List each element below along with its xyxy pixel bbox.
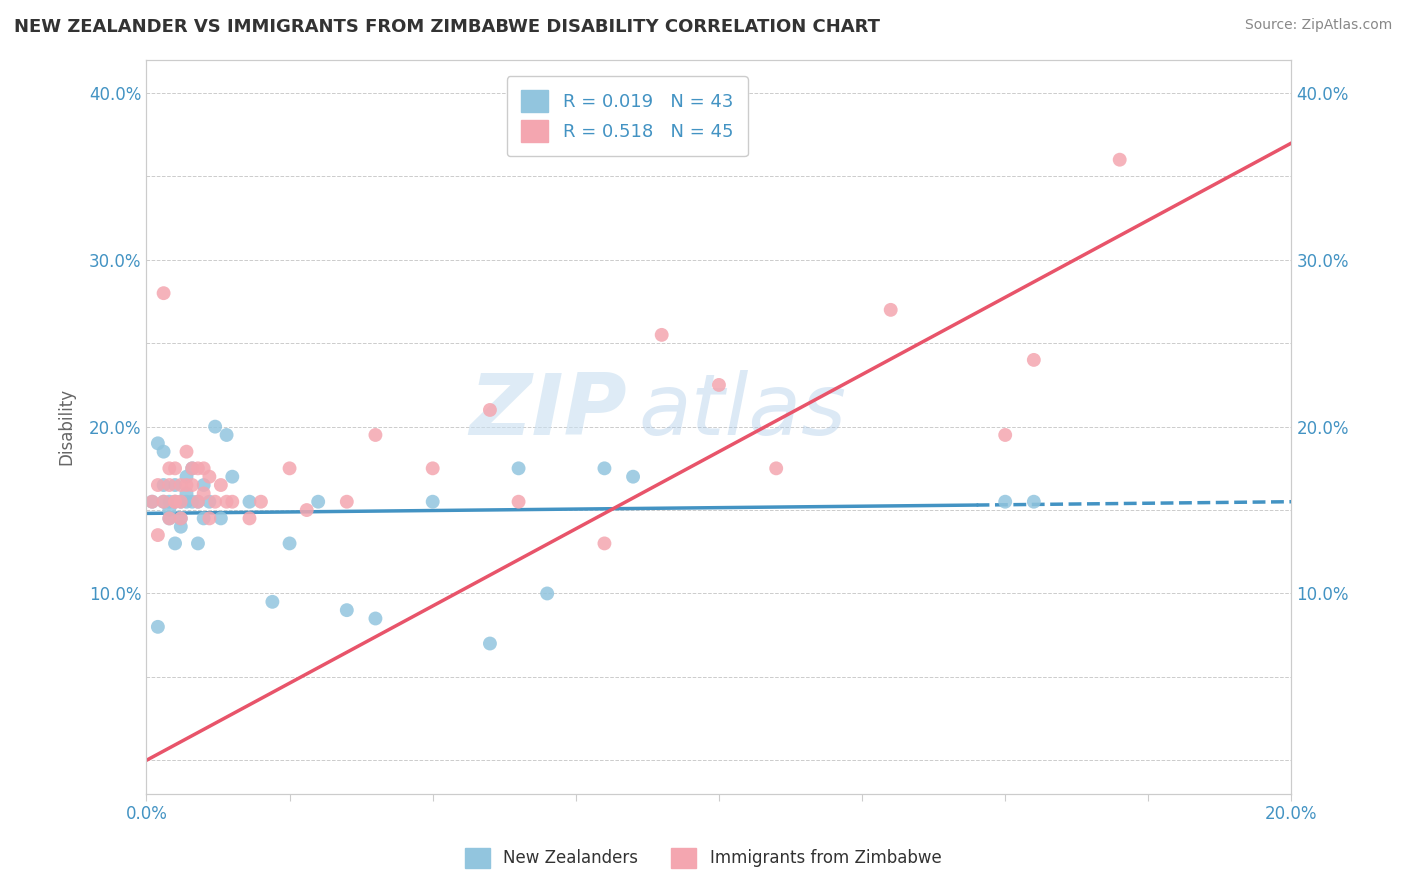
Point — [593, 461, 616, 475]
Point — [994, 428, 1017, 442]
Point — [336, 603, 359, 617]
Point — [198, 494, 221, 508]
Point — [152, 494, 174, 508]
Point — [157, 494, 180, 508]
Point — [994, 494, 1017, 508]
Point — [278, 536, 301, 550]
Point — [176, 494, 198, 508]
Point — [181, 494, 204, 508]
Point — [152, 494, 174, 508]
Point — [165, 536, 187, 550]
Point — [170, 511, 193, 525]
Point — [707, 378, 730, 392]
Point — [651, 327, 673, 342]
Text: NEW ZEALANDER VS IMMIGRANTS FROM ZIMBABWE DISABILITY CORRELATION CHART: NEW ZEALANDER VS IMMIGRANTS FROM ZIMBABW… — [14, 18, 880, 36]
Point — [278, 461, 301, 475]
Point — [204, 419, 226, 434]
Point — [176, 469, 198, 483]
Point — [146, 436, 169, 450]
Point — [204, 494, 226, 508]
Point — [146, 528, 169, 542]
Point — [221, 494, 243, 508]
Text: ZIP: ZIP — [470, 370, 627, 453]
Point — [238, 511, 260, 525]
Point — [146, 620, 169, 634]
Point — [215, 494, 238, 508]
Point — [879, 302, 901, 317]
Point — [146, 478, 169, 492]
Point — [262, 595, 284, 609]
Point — [250, 494, 273, 508]
Point — [221, 469, 243, 483]
Point — [157, 461, 180, 475]
Legend: New Zealanders, Immigrants from Zimbabwe: New Zealanders, Immigrants from Zimbabwe — [458, 841, 948, 875]
Text: Source: ZipAtlas.com: Source: ZipAtlas.com — [1244, 18, 1392, 32]
Point — [170, 511, 193, 525]
Point — [157, 511, 180, 525]
Point — [170, 494, 193, 508]
Point — [295, 503, 318, 517]
Point — [170, 478, 193, 492]
Point — [165, 478, 187, 492]
Point — [478, 636, 501, 650]
Point — [765, 461, 787, 475]
Point — [187, 494, 209, 508]
Point — [1108, 153, 1130, 167]
Point — [193, 478, 215, 492]
Text: atlas: atlas — [638, 370, 846, 453]
Point — [307, 494, 329, 508]
Point — [165, 494, 187, 508]
Legend: R = 0.019   N = 43, R = 0.518   N = 45: R = 0.019 N = 43, R = 0.518 N = 45 — [508, 76, 748, 156]
Y-axis label: Disability: Disability — [58, 388, 75, 466]
Point — [478, 403, 501, 417]
Point — [157, 511, 180, 525]
Point — [187, 494, 209, 508]
Point — [209, 511, 232, 525]
Point — [165, 494, 187, 508]
Point — [238, 494, 260, 508]
Point — [198, 511, 221, 525]
Point — [176, 444, 198, 458]
Point — [157, 503, 180, 517]
Point — [187, 461, 209, 475]
Point — [593, 536, 616, 550]
Point — [536, 586, 558, 600]
Point — [198, 469, 221, 483]
Point — [176, 486, 198, 500]
Point — [141, 494, 163, 508]
Point — [215, 428, 238, 442]
Point — [187, 536, 209, 550]
Point — [422, 461, 444, 475]
Point — [621, 469, 644, 483]
Point — [181, 461, 204, 475]
Point — [170, 494, 193, 508]
Point — [165, 461, 187, 475]
Point — [157, 478, 180, 492]
Point — [364, 428, 387, 442]
Point — [176, 478, 198, 492]
Point — [152, 444, 174, 458]
Point — [193, 511, 215, 525]
Point — [193, 486, 215, 500]
Point — [193, 461, 215, 475]
Point — [1022, 494, 1045, 508]
Point — [181, 478, 204, 492]
Point — [336, 494, 359, 508]
Point — [364, 611, 387, 625]
Point — [152, 286, 174, 301]
Point — [141, 494, 163, 508]
Point — [508, 494, 530, 508]
Point — [181, 461, 204, 475]
Point — [1022, 352, 1045, 367]
Point — [209, 478, 232, 492]
Point — [152, 478, 174, 492]
Point — [422, 494, 444, 508]
Point — [165, 494, 187, 508]
Point — [170, 520, 193, 534]
Point — [508, 461, 530, 475]
